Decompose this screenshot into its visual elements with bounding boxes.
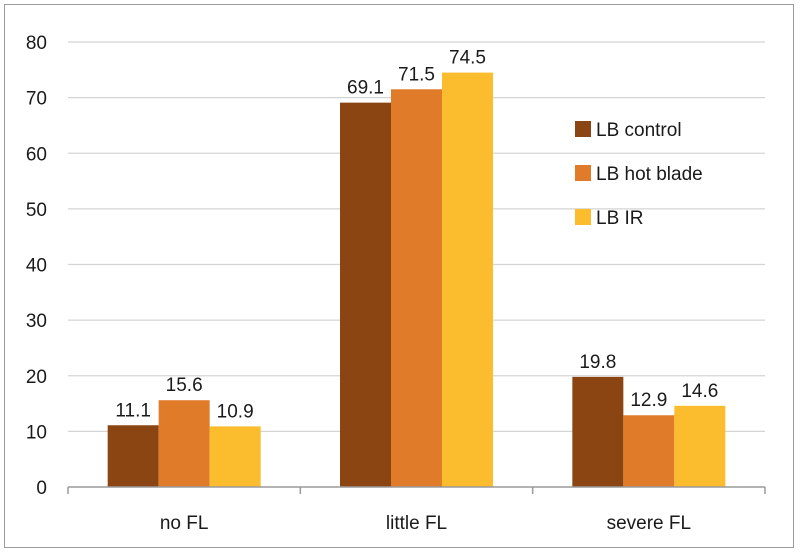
data-label: 12.9	[630, 390, 667, 411]
bar-lb-control-little-fl	[340, 102, 391, 487]
y-tick-label: 30	[26, 311, 47, 332]
legend: LB control LB hot blade LB IR	[575, 120, 703, 229]
data-label: 19.8	[579, 352, 616, 373]
bar-lb-hot-blade-no-fl	[158, 400, 210, 487]
legend-swatch	[575, 165, 591, 181]
bar-lb-control-severe-fl	[572, 376, 624, 487]
legend-label: LB IR	[596, 208, 644, 229]
data-label: 74.5	[449, 48, 486, 69]
data-label: 15.6	[166, 375, 203, 396]
y-tick-label: 40	[26, 256, 47, 277]
bar-lb-hot-blade-severe-fl	[623, 415, 675, 487]
data-label: 11.1	[115, 400, 151, 421]
legend-swatch	[575, 209, 591, 225]
bar-lb-ir-severe-fl	[674, 405, 726, 487]
bar-lb-hot-blade-little-fl	[391, 89, 442, 487]
bars	[107, 72, 726, 487]
x-axis-tick-labels: no FL little FL severe FL	[160, 513, 691, 534]
y-axis-tick-labels: 0 10 20 30 40 50 60 70 80	[26, 33, 47, 499]
data-label: 71.5	[398, 64, 435, 85]
y-tick-label: 50	[26, 200, 47, 221]
bar-lb-ir-little-fl	[442, 72, 493, 487]
y-tick-label: 80	[26, 33, 47, 54]
x-tick-label: severe FL	[607, 513, 691, 534]
x-tick-label: no FL	[160, 513, 209, 534]
y-tick-label: 0	[36, 478, 47, 499]
legend-label: LB hot blade	[596, 164, 703, 185]
x-axis	[67, 486, 766, 494]
data-label: 69.1	[347, 78, 384, 99]
x-tick-label: little FL	[386, 513, 447, 534]
data-labels: 11.1 15.6 10.9 69.1 71.5 74.5 19.8 12.9 14.6	[115, 48, 718, 423]
legend-swatch	[575, 121, 591, 137]
y-tick-label: 10	[26, 422, 47, 443]
data-label: 14.6	[681, 381, 718, 402]
data-label: 10.9	[217, 401, 254, 422]
y-tick-label: 20	[26, 367, 47, 388]
bar-lb-ir-no-fl	[209, 426, 261, 487]
y-tick-label: 60	[26, 144, 47, 165]
y-tick-label: 70	[26, 89, 47, 110]
legend-label: LB control	[596, 120, 682, 141]
bar-lb-control-no-fl	[107, 425, 159, 487]
